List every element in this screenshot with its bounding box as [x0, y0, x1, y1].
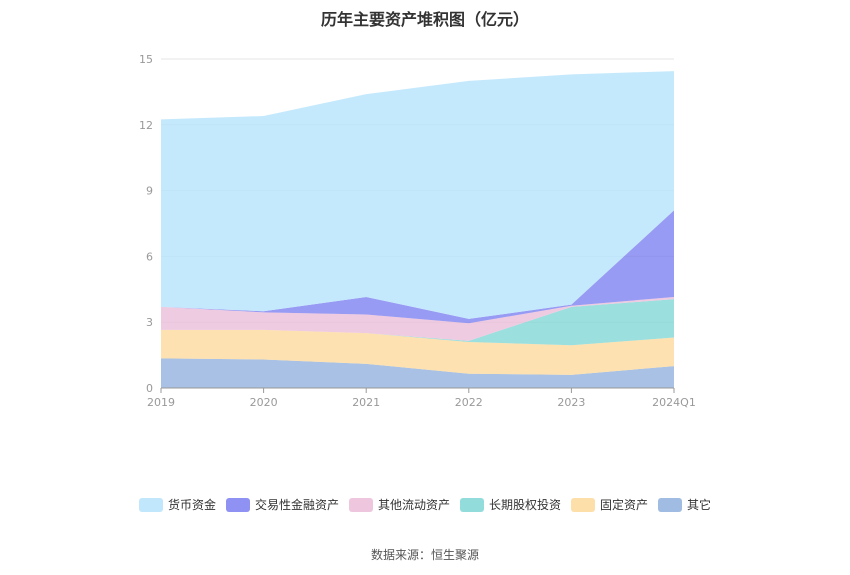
y-tick-label: 0 [146, 382, 153, 395]
legend-label: 其它 [687, 498, 712, 512]
legend-item[interactable]: 固定资产 [571, 496, 648, 513]
area-固定资产 [161, 329, 674, 375]
stacked-area-chart: 0 3 6 9 12 15 2019 2020 2021 2022 2023 2024Q1 [139, 53, 696, 409]
chart-title: 历年主要资产堆积图（亿元） [320, 10, 529, 29]
x-tick-label: 2024Q1 [652, 396, 696, 409]
legend-swatch [138, 497, 163, 512]
x-tick-label: 2019 [147, 396, 175, 409]
y-tick-label: 3 [146, 316, 153, 329]
y-tick-label: 12 [139, 119, 153, 132]
y-tick-label: 15 [139, 53, 153, 66]
area-其它 [161, 358, 674, 388]
legend-item[interactable]: 长期股权投资 [460, 496, 561, 513]
legend-item[interactable]: 其他流动资产 [348, 496, 450, 513]
legend-item[interactable]: 交易性金融资产 [225, 496, 339, 513]
legend-swatch [225, 497, 250, 512]
x-tick-label: 2023 [557, 396, 585, 409]
data-source-note: 数据来源：恒生聚源 [370, 548, 479, 562]
legend-label: 交易性金融资产 [254, 498, 339, 512]
legend-item[interactable]: 货币资金 [138, 496, 216, 513]
legend-label: 长期股权投资 [489, 498, 562, 512]
area-其他流动资产 [161, 296, 674, 341]
area-长期股权投资 [161, 299, 674, 346]
legend: 货币资金 交易性金融资产 其他流动资产 长期股权投资 固定资产 其它 [0, 496, 850, 513]
legend-swatch [571, 497, 596, 512]
y-tick-label: 9 [146, 185, 153, 198]
legend-swatch [460, 497, 484, 512]
legend-label: 固定资产 [600, 498, 649, 512]
x-tick-label: 2020 [250, 396, 278, 409]
area-货币资金 [161, 71, 674, 319]
legend-swatch [348, 497, 373, 512]
legend-label: 货币资金 [167, 498, 216, 512]
x-tick-label: 2022 [455, 396, 483, 409]
x-tick-label: 2021 [352, 396, 380, 409]
axes: 0 3 6 9 12 15 2019 2020 2021 2022 2023 2024Q1 [139, 53, 696, 409]
legend-swatch [658, 497, 683, 512]
legend-label: 其他流动资产 [377, 498, 450, 512]
legend-item[interactable]: 其它 [658, 496, 711, 513]
area-series [161, 71, 674, 388]
y-tick-label: 6 [146, 250, 153, 263]
